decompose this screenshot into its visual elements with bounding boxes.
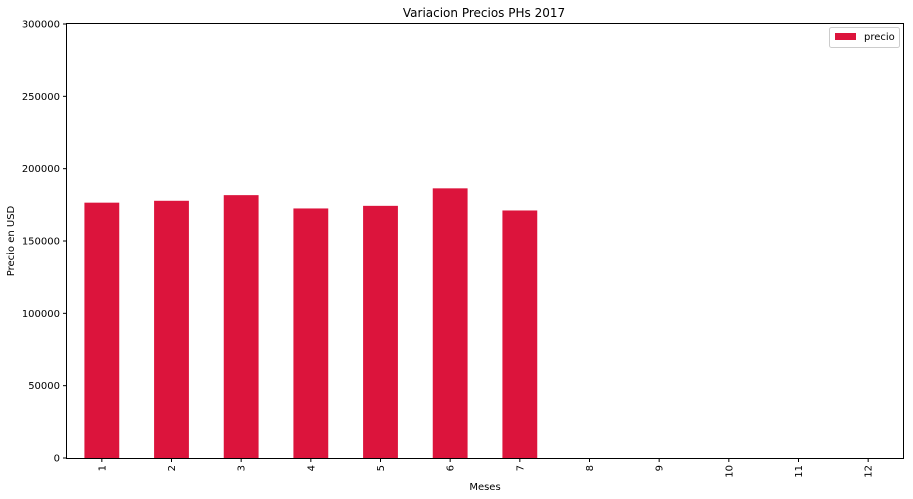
x-tick-label: 5 bbox=[376, 465, 387, 471]
y-tick-label: 250000 bbox=[22, 92, 60, 103]
x-axis: 1 2 3 4 5 6 7 8 9 10 11 12 bbox=[97, 458, 875, 478]
x-tick-label: 12 bbox=[864, 465, 875, 478]
legend-label-precio: precio bbox=[864, 32, 895, 43]
x-tick-label: 10 bbox=[724, 465, 735, 478]
plot-frame bbox=[66, 23, 904, 459]
y-tick-label: 300000 bbox=[22, 20, 60, 31]
x-tick-label: 1 bbox=[97, 465, 108, 471]
bar-1 bbox=[84, 202, 120, 458]
bar-4 bbox=[293, 208, 329, 458]
y-tick-label: 200000 bbox=[22, 164, 60, 175]
x-tick-label: 9 bbox=[655, 465, 666, 471]
bars-group bbox=[84, 188, 538, 459]
legend: precio bbox=[829, 27, 900, 48]
bar-2 bbox=[154, 200, 189, 459]
y-axis: 0 50000 100000 150000 200000 250000 300000 bbox=[22, 20, 67, 465]
bar-7 bbox=[502, 210, 538, 458]
y-tick-label: 150000 bbox=[22, 237, 60, 248]
x-tick-label: 2 bbox=[167, 465, 178, 471]
bar-6 bbox=[432, 188, 468, 458]
y-tick-label: 0 bbox=[54, 454, 60, 465]
bar-3 bbox=[223, 195, 259, 458]
x-tick-label: 6 bbox=[446, 465, 457, 471]
x-tick-label: 11 bbox=[794, 465, 805, 478]
x-tick-label: 7 bbox=[515, 465, 526, 471]
legend-box bbox=[829, 27, 900, 48]
x-tick-label: 4 bbox=[306, 465, 317, 471]
y-axis-label: Precio en USD bbox=[6, 205, 17, 276]
x-tick-label: 8 bbox=[585, 465, 596, 471]
y-tick-label: 100000 bbox=[22, 309, 60, 320]
y-tick-label: 50000 bbox=[28, 381, 60, 392]
bar-5 bbox=[363, 205, 398, 458]
chart-title: Variacion Precios PHs 2017 bbox=[403, 6, 565, 20]
legend-swatch-precio bbox=[835, 33, 856, 40]
x-tick-label: 3 bbox=[237, 465, 248, 471]
x-axis-label: Meses bbox=[469, 482, 500, 493]
